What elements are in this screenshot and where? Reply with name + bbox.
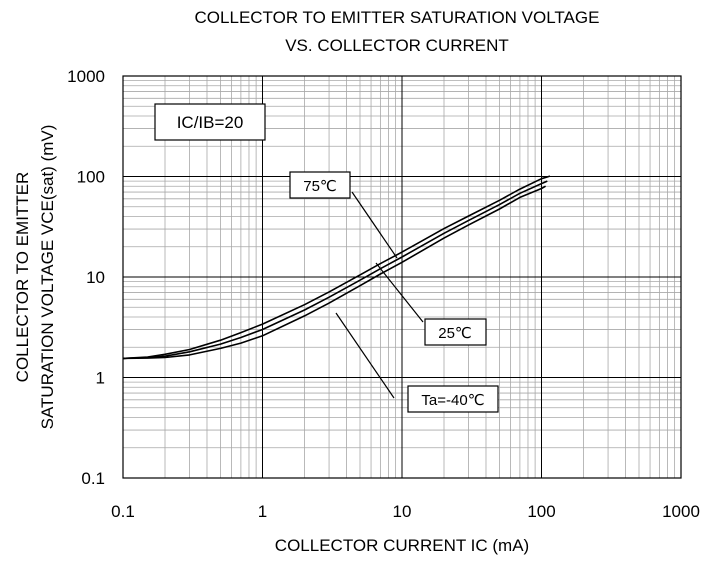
- y-tick-label: 10: [86, 268, 105, 287]
- callout-label-40c: Ta=-40℃: [421, 392, 484, 409]
- y-axis-label-line-1: COLLECTOR TO EMITTER: [13, 172, 32, 383]
- callouts: 75℃ 25℃ Ta=-40℃: [289, 171, 499, 413]
- series-group: [122, 175, 551, 360]
- chart-title-line-2: VS. COLLECTOR CURRENT: [285, 36, 509, 55]
- x-tick-label: 100: [527, 502, 555, 521]
- series-line-2: [122, 180, 548, 360]
- y-axis-label-line-2: SATURATION VOLTAGE VCE(sat) (mV): [38, 125, 57, 430]
- series-line-1: [122, 175, 551, 360]
- x-tick-label: 0.1: [111, 502, 135, 521]
- x-axis-label: COLLECTOR CURRENT IC (mA): [275, 536, 529, 555]
- y-tick-labels: 0.1 1 10 100 1000: [67, 67, 105, 488]
- condition-label: IC/IB=20: [177, 113, 244, 132]
- x-tick-label: 10: [393, 502, 412, 521]
- y-tick-label: 100: [77, 168, 105, 187]
- callout-label-75c: 75℃: [303, 178, 337, 195]
- series-line-3: [122, 185, 546, 360]
- x-tick-label: 1000: [662, 502, 700, 521]
- chart-title-line-1: COLLECTOR TO EMITTER SATURATION VOLTAGE: [195, 8, 600, 27]
- callout-line-40c: [335, 312, 395, 399]
- x-tick-label: 1: [258, 502, 267, 521]
- callout-line-75c: [351, 191, 398, 259]
- callout-label-25c: 25℃: [438, 325, 472, 342]
- y-tick-label: 1000: [67, 67, 105, 86]
- y-tick-label: 1: [96, 369, 105, 388]
- grid-major: [123, 76, 681, 478]
- y-tick-label: 0.1: [81, 469, 105, 488]
- condition-box: IC/IB=20: [154, 103, 266, 141]
- plot-frame: [122, 75, 682, 479]
- x-tick-labels: 0.1 1 10 100 1000: [111, 502, 700, 521]
- callout-line-25c: [375, 262, 424, 323]
